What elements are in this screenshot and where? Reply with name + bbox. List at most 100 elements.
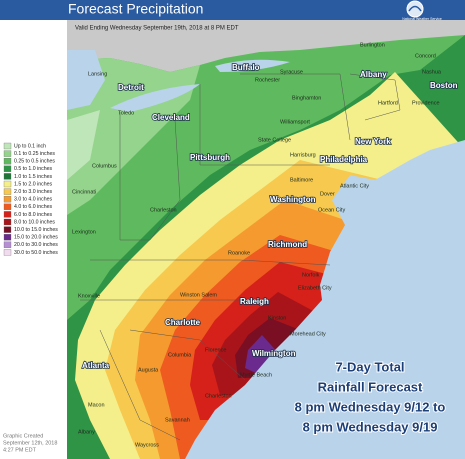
legend-label: Up to 0.1 inch (14, 143, 46, 149)
logo-mark (408, 5, 422, 12)
city-label: Morehead City (290, 331, 326, 337)
legend-swatch (3, 173, 12, 180)
city-label: Knoxville (78, 293, 100, 299)
legend-swatch (3, 150, 12, 157)
legend-swatch (3, 226, 12, 233)
city-label: Roanoke (228, 250, 250, 256)
map-body (67, 20, 465, 459)
city-label: Waycross (135, 442, 159, 448)
city-label: Lexington (72, 229, 96, 235)
city-label: Williamsport (280, 119, 310, 125)
agency-name: National Weather Service (402, 17, 442, 21)
border (90, 259, 331, 266)
city-label: Macon (88, 402, 105, 408)
legend-label: 1.5 to 2.0 inches (14, 181, 52, 187)
border (129, 329, 246, 381)
side-panel (0, 20, 67, 459)
legend-swatch (3, 158, 12, 165)
header-title: Forecast Precipitation (68, 1, 203, 17)
city-label: Albany (78, 429, 95, 435)
city-label: New York (355, 137, 391, 146)
city-label: Norfolk (302, 272, 320, 278)
lake-ontario (215, 59, 290, 72)
city-label: Hartford (378, 100, 398, 106)
city-label: Boston (430, 81, 458, 90)
city-label: Baltimore (290, 177, 313, 183)
legend: Up to 0.1 inch 0.1 to 0.25 inches 0.25 to … (3, 142, 58, 256)
city-label: Syracuse (280, 69, 303, 75)
city-label: Elizabeth City (298, 285, 332, 291)
city-label: Raleigh (240, 297, 269, 306)
city-label: Atlantic City (340, 183, 369, 189)
city-label: Detroit (118, 83, 144, 92)
legend-swatch (3, 180, 12, 188)
overlay-text: 7-Day Total Rainfall Forecast 8 pm Wednesd… (294, 358, 447, 435)
overlay-line: 7-Day Total (335, 359, 404, 374)
agency-logo (406, 0, 424, 18)
city-label: Columbia (168, 352, 192, 358)
overlay-line: 8 pm Wednesday 9/19 (303, 419, 438, 434)
header-bar (0, 0, 465, 20)
city-label: Florence (205, 347, 226, 353)
city-label: Columbus (92, 163, 117, 169)
zone-purple (245, 335, 280, 375)
city-label: State College (258, 137, 291, 143)
legend-swatch (3, 249, 12, 256)
city-label: Richmond (268, 240, 307, 249)
legend-label: 1.0 to 1.5 inches (14, 174, 52, 180)
city-label: Charlotte (165, 318, 201, 327)
legend-swatch (3, 142, 12, 150)
city-labels: Lansing Detroit Toledo Cleveland Buffalo Roch… (72, 42, 458, 448)
legend-swatch (3, 188, 12, 195)
city-label: Buffalo (232, 63, 260, 72)
legend-label: 8.0 to 10.0 inches (14, 219, 55, 225)
legend-swatch (3, 196, 12, 203)
footer-line: Graphic Created (3, 433, 43, 439)
city-label: Rochester (255, 77, 280, 83)
legend-label: 3.0 to 4.0 inches (14, 197, 52, 203)
legend-label: 10.0 to 15.0 inches (14, 227, 58, 233)
legend-label: 0.25 to 0.5 inches (14, 159, 55, 165)
legend-label: 0.5 to 1.0 inches (14, 166, 52, 172)
footer-line: 4:27 PM EDT (3, 447, 37, 453)
legend-label: 30.0 to 50.0 inches (14, 250, 58, 256)
city-label: Wilmington (252, 349, 296, 358)
city-label: Charleston (150, 207, 177, 213)
legend-label: 4.0 to 6.0 inches (14, 204, 52, 210)
city-label: Washington (270, 195, 316, 204)
legend-label: 15.0 to 20.0 inches (14, 235, 58, 241)
overlay-line: 8 pm Wednesday 9/12 to (295, 399, 446, 414)
city-label: Cleveland (152, 113, 190, 122)
city-label: Myrtle Beach (240, 372, 272, 378)
city-label: Lansing (88, 71, 107, 77)
overlay-line: Rainfall Forecast (318, 379, 423, 394)
legend-label: 6.0 to 8.0 inches (14, 212, 52, 218)
lake-huron (67, 50, 105, 110)
valid-time: Valid Ending Wednesday September 19th, 2… (75, 26, 239, 32)
city-label: Binghamton (292, 95, 321, 101)
legend-swatch (3, 241, 12, 248)
city-label: Kinston (268, 315, 286, 321)
city-label: Winston Salem (180, 292, 217, 298)
city-label: Concord (415, 53, 436, 59)
border (99, 329, 181, 441)
city-label: Dover (320, 191, 335, 197)
city-label: Charleston (205, 393, 232, 399)
border (349, 73, 401, 121)
city-label: Harrisburg (290, 152, 316, 158)
border (240, 73, 351, 141)
zone-lightest (67, 110, 100, 180)
legend-swatch (3, 203, 12, 210)
border (199, 84, 330, 166)
legend-swatch (3, 234, 12, 241)
city-label: Savannah (165, 417, 190, 423)
city-label: Pittsburgh (190, 153, 230, 162)
legend-label: 0.1 to 0.25 inches (14, 151, 55, 157)
ocean (185, 140, 465, 459)
city-label: Burlington (360, 42, 385, 48)
state-borders (80, 73, 401, 441)
city-label: Augusta (138, 367, 159, 373)
